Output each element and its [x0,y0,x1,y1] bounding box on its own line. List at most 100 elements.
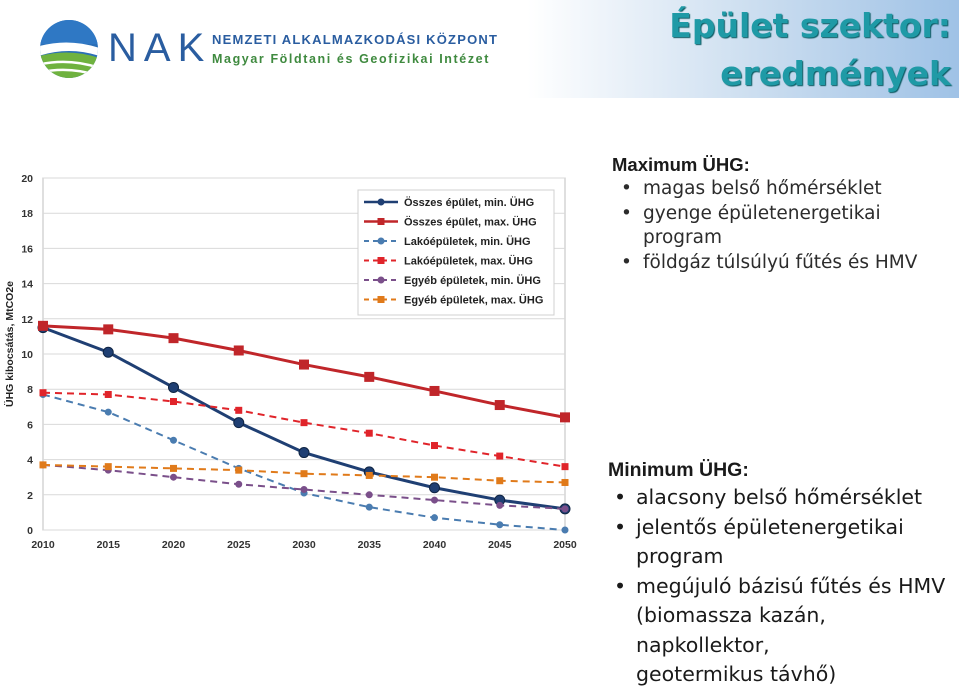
min-bullet: jelentős épületenergetikai [614,513,959,543]
data-point [560,412,570,423]
y-tick-label: 2 [27,490,33,502]
data-point [170,436,177,444]
series-5 [39,461,569,486]
data-point [103,324,114,335]
data-point [170,464,177,472]
legend-label: Egyéb épületek, min. ÜHG [404,274,541,287]
data-point [39,461,47,469]
header-banner: NAK NEMZETI ALKALMAZKODÁSI KÖZPONT Magya… [0,0,959,98]
data-point [168,333,179,344]
y-tick-label: 12 [21,314,33,326]
x-tick-label: 2010 [31,539,55,551]
data-point [168,381,179,393]
legend-swatch-marker [377,296,385,303]
data-point [496,477,504,485]
min-bullet: alacsony belső hőmérséklet [614,483,959,513]
min-bullet-continuation: (biomassza kazán, napkollektor, [636,603,826,657]
y-tick-label: 6 [27,419,33,431]
data-point [299,359,309,370]
y-tick-label: 18 [21,208,33,220]
emissions-line-chart: 0 2 4 6 8 10 12 14 16 18 20 2010 2015 2020 2025 2030 203… [3,173,577,551]
data-point [561,505,569,513]
max-bullet: gyenge épületenergetikai [621,202,917,227]
series-line [42,463,566,484]
legend-swatch-marker [377,198,385,206]
data-point [431,496,438,504]
data-point [496,521,504,529]
data-point [561,526,569,534]
min-panel-list: alacsony belső hőmérséklet jelentős épül… [614,483,959,690]
data-point [364,371,375,382]
logo-text: NAK [108,26,212,70]
legend-label: Lakóépületek, min. ÜHG [404,235,531,248]
y-tick-label: 8 [27,384,33,396]
series-line [42,463,566,510]
data-point [104,463,112,471]
data-point [365,491,373,499]
min-bullet-continuation: program [636,544,724,568]
y-axis-label: ÜHG kibocsátás, MtCO2e [3,281,16,407]
y-tick-label: 20 [21,173,33,185]
data-point [235,466,243,474]
data-point [300,419,308,427]
legend-swatch-marker [377,237,385,245]
legend-label: Egyéb épületek, max. ÜHG [404,294,543,307]
series-1 [38,320,570,423]
y-tick-label: 10 [21,349,33,361]
data-point [233,417,245,429]
data-point [298,447,310,459]
max-panel-list: magas belső hőmérséklet gyenge épületene… [621,177,917,276]
series-3 [39,389,569,471]
min-panel-heading: Minimum ÜHG: [608,459,749,481]
data-point [431,514,438,522]
data-point [561,463,569,471]
data-point [431,473,438,481]
data-point [365,503,373,511]
legend-swatch-marker [377,257,385,264]
data-point [102,346,114,358]
data-point [365,429,373,437]
y-tick-label: 16 [21,243,33,255]
data-point [431,442,438,450]
min-bullet: megújuló bázisú fűtés és HMV [614,572,959,602]
max-scenario-panel: Maximum ÜHG: magas belső hőmérséklet gye… [612,153,917,275]
legend-label: Összes épület, min. ÜHG [404,196,534,209]
x-tick-label: 2015 [97,539,121,551]
data-point [496,452,504,460]
data-point [365,471,373,479]
nak-globe-logo-icon [40,20,98,78]
x-tick-label: 2030 [292,539,316,551]
org-name: NEMZETI ALKALMAZKODÁSI KÖZPONT [212,32,499,47]
data-point [429,385,440,396]
data-point [496,501,504,509]
x-tick-label: 2035 [358,539,382,551]
slide-title-line2: eredmények [720,54,951,93]
legend-swatch-marker [377,218,385,225]
legend-swatch-marker [377,276,385,284]
max-bullet: magas belső hőmérséklet [621,177,917,202]
data-point [170,398,177,406]
y-tick-label: 0 [27,525,33,537]
data-point [300,486,308,494]
x-tick-label: 2050 [553,539,577,551]
data-point [235,480,243,488]
legend: Összes épület, min. ÜHG Összes épület, ma… [357,189,555,316]
data-point [38,320,48,331]
data-point [429,482,440,494]
series-line [42,391,566,468]
legend-box [357,189,555,316]
slide-title-line1: Épület szektor: [669,6,951,45]
max-bullet: földgáz túlsúlyú fűtés és HMV [621,251,917,276]
org-subname: Magyar Földtani és Geofizikai Intézet [212,52,490,66]
x-tick-label: 2020 [162,539,186,551]
data-point [561,478,569,486]
y-tick-label: 4 [27,455,33,467]
data-point [494,400,505,411]
min-bullet-continuation: geotermikus távhő) [636,662,837,686]
max-bullet-continuation: program [643,227,722,248]
x-tick-label: 2025 [227,539,251,551]
legend-label: Összes épület, max. ÜHG [404,216,537,229]
data-point [233,345,244,356]
data-point [235,406,243,414]
data-point [104,390,112,398]
